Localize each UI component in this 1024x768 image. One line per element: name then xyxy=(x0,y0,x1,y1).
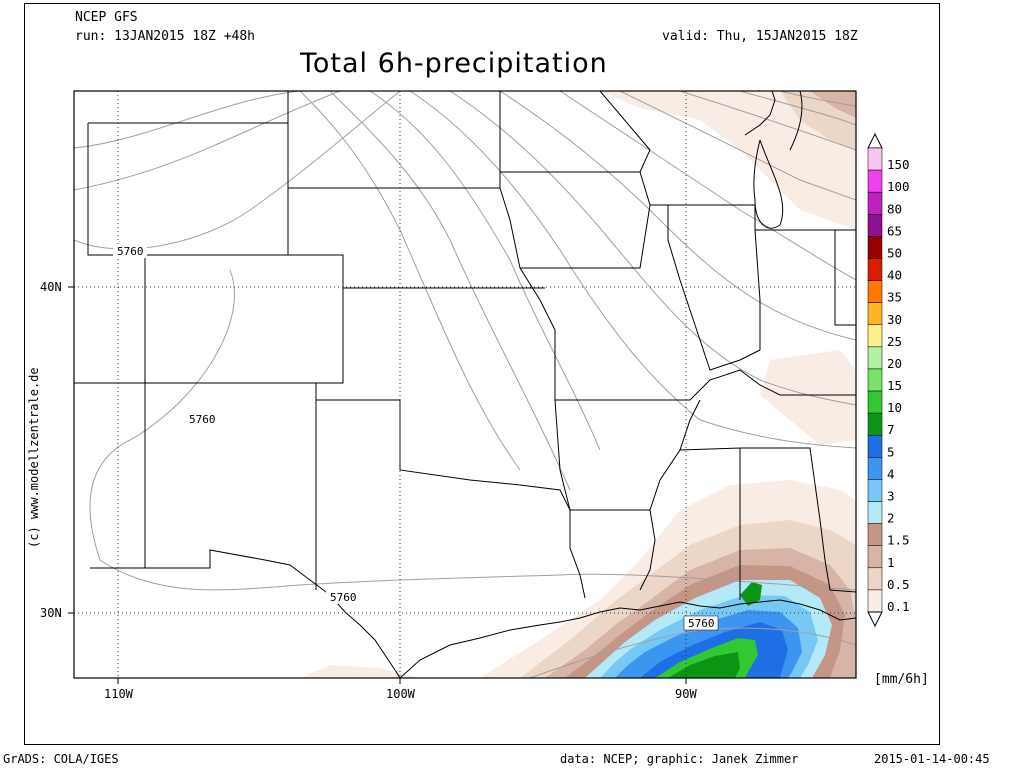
legend-label: 3 xyxy=(887,489,895,504)
legend-swatch xyxy=(867,523,883,546)
legend-swatch xyxy=(867,457,883,480)
legend-swatch xyxy=(867,346,883,370)
lon-label-110w: 110W xyxy=(104,687,133,701)
legend-label: 50 xyxy=(887,245,902,260)
legend-swatch xyxy=(867,589,883,613)
legend-label: 65 xyxy=(887,223,902,238)
legend-label: 25 xyxy=(887,334,902,349)
legend-swatch xyxy=(867,368,883,392)
legend-swatch xyxy=(867,479,883,502)
legend-swatch xyxy=(867,567,883,591)
lon-label-100w: 100W xyxy=(386,687,415,701)
footer-software: GrADS: COLA/IGES xyxy=(3,752,119,766)
contour-label: 5760 xyxy=(330,591,357,604)
legend-label: 0.5 xyxy=(887,577,910,592)
legend-swatch xyxy=(867,191,883,215)
legend-swatch xyxy=(867,501,883,524)
contour-label: 5760 xyxy=(688,617,715,630)
legend-swatch xyxy=(867,545,883,569)
coastlines xyxy=(264,91,856,678)
legend-label: 1.5 xyxy=(887,533,910,548)
footer-timestamp: 2015-01-14-00:45 xyxy=(874,752,990,766)
legend-label: 80 xyxy=(887,201,902,216)
legend-swatch xyxy=(867,390,883,414)
legend-label: 1 xyxy=(887,555,895,570)
lon-label-90w: 90W xyxy=(675,687,697,701)
legend-swatch xyxy=(867,236,883,259)
legend-swatch xyxy=(867,434,883,458)
valid-time: valid: Thu, 15JAN2015 18Z xyxy=(662,29,858,44)
map-border xyxy=(73,90,857,679)
legend-label: 0.1 xyxy=(887,599,910,614)
legend-swatch xyxy=(867,324,883,348)
legend-label: 7 xyxy=(887,422,895,437)
map-title: Total 6h-precipitation xyxy=(300,48,608,79)
legend-label: 2 xyxy=(887,511,895,526)
plot-frame xyxy=(24,3,940,745)
legend-swatch xyxy=(867,169,883,193)
legend-label: 100 xyxy=(887,179,910,194)
legend-label: 35 xyxy=(887,290,902,305)
legend-swatch xyxy=(867,147,883,171)
contour-label: 5760 xyxy=(117,245,144,258)
legend-label: 15 xyxy=(887,378,902,393)
legend-units: [mm/6h] xyxy=(874,672,929,687)
legend-swatch xyxy=(867,280,883,303)
contour-labels: 5760 5760 5760 5760 xyxy=(113,244,719,631)
axis-ticks xyxy=(68,286,687,684)
lat-label-30n: 30N xyxy=(40,606,62,620)
legend-label: 10 xyxy=(887,400,902,415)
legend-label: 5 xyxy=(887,444,895,459)
lat-label-40n: 40N xyxy=(40,280,62,294)
precip-field xyxy=(300,91,856,678)
legend-arrow-bottom xyxy=(867,611,883,628)
legend-swatch xyxy=(867,258,883,281)
contour-label: 5760 xyxy=(189,413,216,426)
legend-swatch xyxy=(867,214,883,237)
legend-swatch xyxy=(867,302,883,326)
legend-label: 150 xyxy=(887,157,910,172)
map-canvas xyxy=(74,91,856,678)
legend-arrow-top xyxy=(867,132,883,149)
legend-label: 20 xyxy=(887,356,902,371)
legend-swatch xyxy=(867,412,883,436)
run-info: run: 13JAN2015 18Z +48h xyxy=(75,29,256,44)
model-name: NCEP GFS xyxy=(75,10,138,25)
legend-label: 30 xyxy=(887,312,902,327)
legend-label: 4 xyxy=(887,466,895,481)
precip-legend: 150 100 80 65 50 40 35 30 25 20 15 10 7 5 4 3 2 1.5 1 0.5 0.… xyxy=(867,132,910,628)
footer-credits: data: NCEP; graphic: Janek Zimmer xyxy=(560,752,799,766)
legend-label: 40 xyxy=(887,268,902,283)
state-borders xyxy=(74,91,856,600)
